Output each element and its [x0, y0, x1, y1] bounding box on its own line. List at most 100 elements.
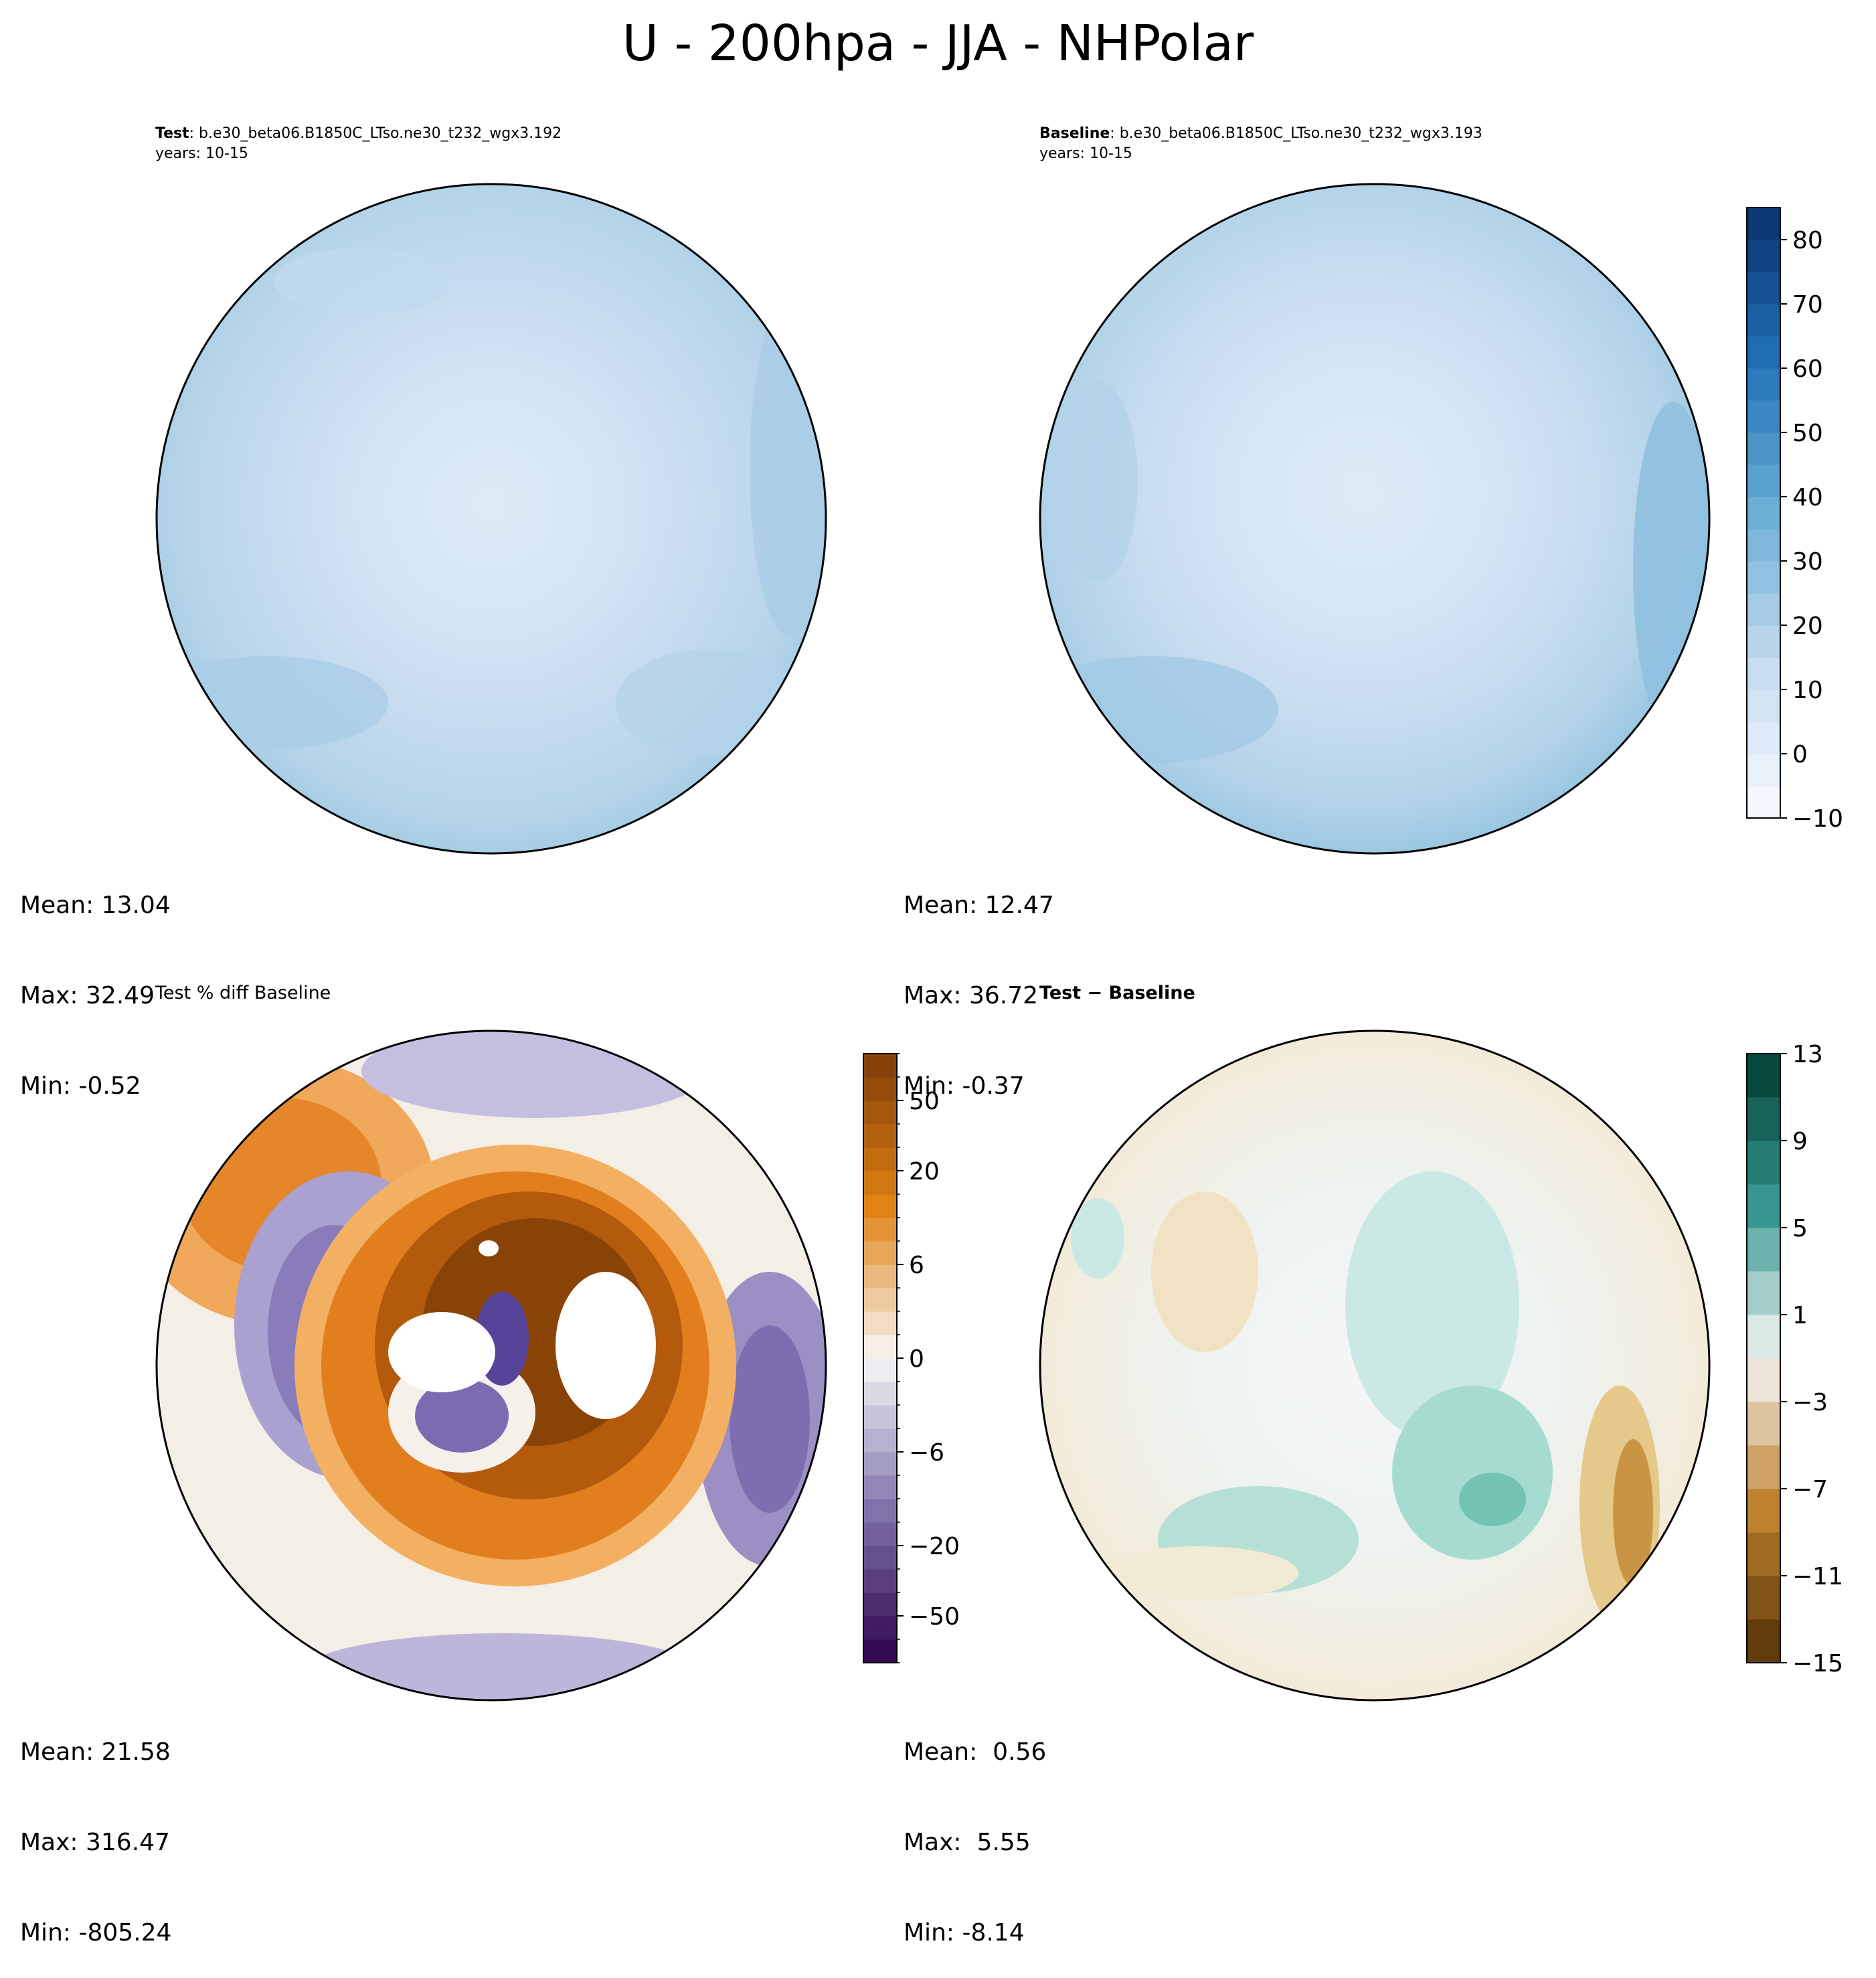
test-title-bold: Test	[155, 125, 189, 142]
pctdiff-panel-title: Test % diff Baseline	[155, 983, 331, 1003]
baseline-max: Max: 36.72	[904, 982, 1039, 1009]
colorbar-band	[1747, 1619, 1780, 1663]
colorbar-tick-label: −7	[1792, 1476, 1828, 1503]
colorbar-tick-label: 50	[1792, 420, 1823, 447]
colorbar-tick-label: 50	[909, 1088, 940, 1115]
baseline-stats: Mean: 12.47 Max: 36.72 Min: -0.37	[904, 830, 1054, 1131]
colorbar-tick-label: 20	[909, 1158, 940, 1185]
colorbar-tick-label: 60	[1792, 355, 1823, 383]
colorbar-band	[863, 1147, 897, 1171]
colorbar-band	[1747, 1097, 1780, 1141]
colorbar-band	[1747, 657, 1780, 690]
colorbar-band	[1747, 1576, 1780, 1620]
colorbar-band	[1747, 1445, 1780, 1489]
colorbar-band	[1747, 625, 1780, 658]
colorbar-tick-label: −20	[909, 1533, 960, 1560]
diff-panel-title: Test − Baseline	[1039, 983, 1195, 1003]
baseline-panel-title: Baseline: b.e30_beta06.B1850C_LTso.ne30_…	[1039, 125, 1482, 143]
colorbar-band	[1747, 1054, 1780, 1098]
baseline-title-case: : b.e30_beta06.B1850C_LTso.ne30_t232_wgx…	[1110, 125, 1482, 142]
colorbar-tick-label: 0	[1792, 741, 1808, 768]
colorbar-band	[863, 1592, 897, 1617]
colorbar-tick-label: −10	[1792, 805, 1843, 833]
colorbar-band	[863, 1241, 897, 1265]
colorbar-tick-label: 9	[1792, 1128, 1808, 1155]
baseline-years: years: 10-15	[1039, 145, 1132, 162]
colorbar-band	[1747, 1141, 1780, 1185]
colorbar-band	[863, 1569, 897, 1593]
colorbar-tick-label: 70	[1792, 291, 1823, 319]
colorbar-band	[1747, 1271, 1780, 1315]
colorbar-frame	[1746, 207, 1781, 819]
colorbar-band	[1747, 465, 1780, 497]
figure-title: U - 200hpa - JJA - NHPolar	[622, 15, 1254, 72]
colorbar-tick-label: −50	[909, 1603, 960, 1631]
diff-colorbar: 13 9 5 1 −3 −7 −11 −15	[1746, 1041, 1843, 1677]
colorbar-band	[1747, 1489, 1780, 1533]
colorbar-band	[1747, 208, 1780, 240]
colorbar-tick-label: −3	[1792, 1389, 1828, 1416]
colorbar-band	[1747, 786, 1780, 819]
colorbar-band	[1747, 1358, 1780, 1402]
colorbar-band	[1747, 1184, 1780, 1228]
colorbar-band	[1747, 1402, 1780, 1446]
colorbar-band	[1747, 240, 1780, 272]
baseline-colorbar: 80 70 60 50 40 30 20 10 0 −10	[1746, 207, 1843, 833]
baseline-min: Min: -0.37	[904, 1072, 1025, 1100]
test-map	[155, 183, 827, 855]
pctdiff-max: Max: 316.47	[20, 1829, 170, 1856]
pctdiff-colorbar: 50 20 6 0 −6 −20 −50	[863, 1053, 960, 1663]
pctdiff-mean: Mean: 21.58	[20, 1738, 171, 1766]
colorbar-tick-label: −6	[909, 1439, 944, 1467]
colorbar-band	[863, 1288, 897, 1312]
colorbar-band	[1747, 1532, 1780, 1576]
colorbar-band	[863, 1452, 897, 1476]
colorbar-tick-label: 10	[1792, 677, 1823, 704]
colorbar-band	[1747, 400, 1780, 433]
colorbar-band	[863, 1428, 897, 1453]
diff-map	[1039, 1029, 1711, 1702]
test-max: Max: 32.49	[20, 982, 155, 1009]
colorbar-band	[863, 1616, 897, 1640]
colorbar-band	[863, 1124, 897, 1148]
colorbar-tick-label: 13	[1792, 1041, 1823, 1068]
colorbar-band	[1747, 722, 1780, 754]
colorbar-band	[863, 1335, 897, 1359]
diff-mean: Mean: 0.56	[904, 1738, 1047, 1766]
pctdiff-map	[155, 1029, 827, 1702]
colorbar-tick-label: 0	[909, 1345, 924, 1373]
colorbar-tick-label: 80	[1792, 227, 1823, 254]
colorbar-band	[863, 1639, 897, 1663]
colorbar-band	[1747, 1315, 1780, 1359]
colorbar-band	[1747, 272, 1780, 305]
colorbar-tick-label: −11	[1792, 1563, 1843, 1590]
colorbar-band	[1747, 689, 1780, 722]
colorbar-band	[1747, 754, 1780, 787]
colorbar-band	[863, 1171, 897, 1195]
colorbar-band	[863, 1358, 897, 1382]
diff-min: Min: -8.14	[904, 1919, 1025, 1947]
test-min: Min: -0.52	[20, 1072, 141, 1100]
colorbar-band	[863, 1264, 897, 1289]
test-years: years: 10-15	[155, 145, 248, 162]
baseline-title-bold: Baseline	[1039, 125, 1110, 142]
colorbar-band	[1747, 336, 1780, 369]
test-mean: Mean: 13.04	[20, 892, 171, 919]
colorbar-band	[1747, 593, 1780, 626]
test-panel-title: Test: b.e30_beta06.B1850C_LTso.ne30_t232…	[155, 125, 562, 143]
colorbar-tick-label: 20	[1792, 612, 1823, 640]
colorbar-band	[863, 1100, 897, 1125]
colorbar-tick-label: 30	[1792, 548, 1823, 576]
colorbar-tick-label: 40	[1792, 484, 1823, 511]
colorbar-band	[863, 1546, 897, 1570]
colorbar-frame	[1746, 1053, 1781, 1663]
colorbar-band	[1747, 432, 1780, 465]
test-title-case: : b.e30_beta06.B1850C_LTso.ne30_t232_wgx…	[189, 125, 562, 142]
colorbar-band	[863, 1522, 897, 1546]
colorbar-band	[863, 1218, 897, 1242]
baseline-map	[1039, 183, 1711, 855]
colorbar-band	[863, 1499, 897, 1523]
colorbar-tick-label: 6	[909, 1252, 924, 1279]
colorbar-band	[1747, 304, 1780, 337]
